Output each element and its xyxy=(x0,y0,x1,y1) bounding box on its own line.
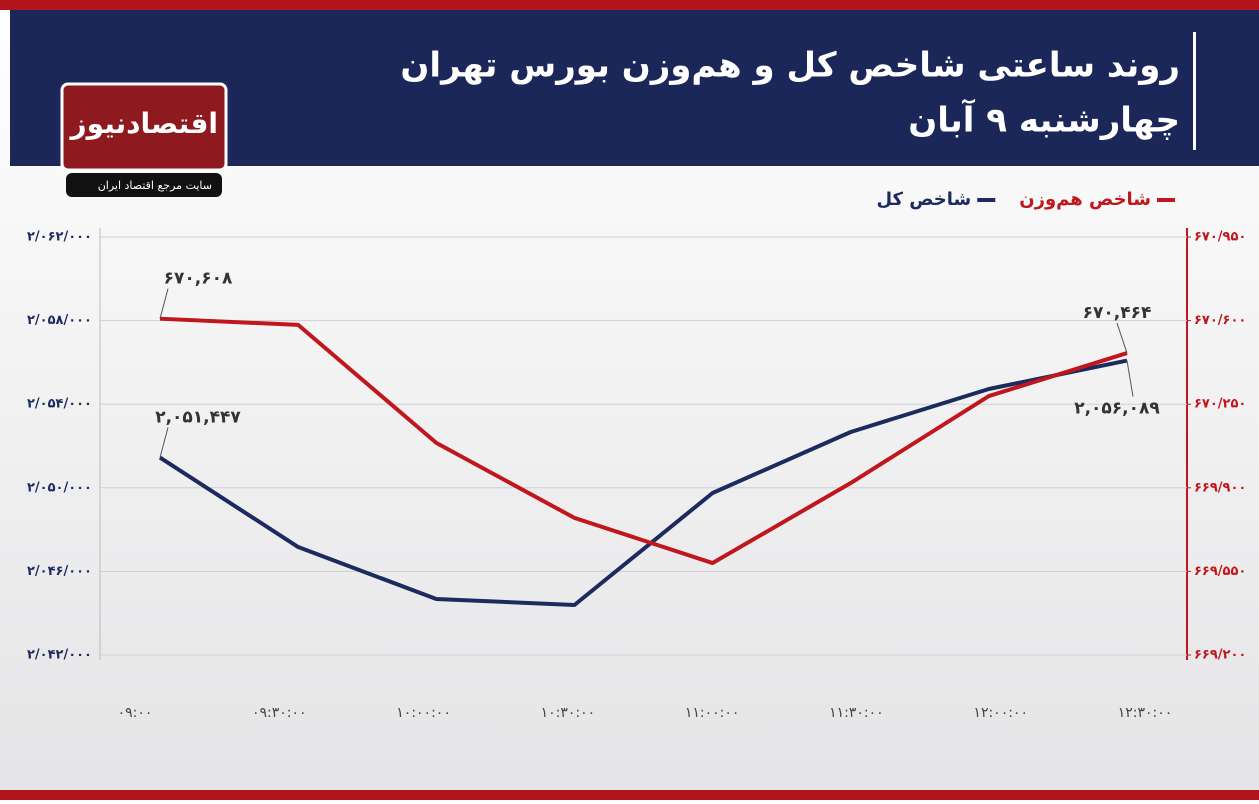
x-tick-label: ۱۱:۳۰:۰۰ xyxy=(829,705,884,721)
chart-subtitle: چهارشنبه ۹ آبان xyxy=(908,99,1180,141)
y2-tick-label: ۶۶۹/۲۰۰ xyxy=(1194,648,1246,663)
y2-tick-label: ۶۷۰/۶۰۰ xyxy=(1194,313,1246,328)
y-tick-label: ۲/۰۵۰/۰۰۰ xyxy=(27,480,92,495)
legend-label: شاخص هم‌وزن xyxy=(1019,189,1151,210)
y2-tick-label: ۶۶۹/۵۵۰ xyxy=(1194,564,1246,579)
bottom-strip xyxy=(0,790,1259,800)
y2-tick-label: ۶۶۹/۹۰۰ xyxy=(1194,480,1246,495)
label-leader xyxy=(159,288,169,319)
y-tick-label: ۲/۰۴۶/۰۰۰ xyxy=(27,564,92,579)
header-rule xyxy=(1193,32,1196,150)
value-label: ۲,۰۵۱,۴۴۷ xyxy=(155,408,241,428)
logo-tag-box xyxy=(66,173,222,197)
value-label: ۲,۰۵۶,۰۸۹ xyxy=(1074,399,1160,419)
y2-tick-label: ۶۷۰/۹۵۰ xyxy=(1194,230,1246,245)
x-tick-label: ۱۰:۳۰:۰۰ xyxy=(541,705,596,721)
label-leader xyxy=(159,427,169,458)
x-tick-label: ۰۹:۰۰ xyxy=(118,705,153,721)
series-line xyxy=(158,358,1128,608)
x-tick-label: ۰۹:۳۰:۰۰ xyxy=(252,705,307,721)
x-tick-label: ۱۱:۰۰:۰۰ xyxy=(685,705,740,721)
x-tick-label: ۱۲:۳۰:۰۰ xyxy=(1118,705,1173,721)
logo-tagline: سایت مرجع اقتصاد ایران xyxy=(98,179,212,192)
y-tick-label: ۲/۰۴۲/۰۰۰ xyxy=(27,648,92,663)
value-label: ۶۷۰,۴۶۴ xyxy=(1083,303,1152,323)
series-line xyxy=(159,316,1128,566)
label-leader xyxy=(1126,360,1134,397)
chart-title: روند ساعتی شاخص کل و هم‌وزن بورس تهران xyxy=(400,46,1180,86)
legend-label: شاخص کل xyxy=(876,189,971,210)
logo-box xyxy=(60,82,228,172)
value-label: ۶۷۰,۶۰۸ xyxy=(164,269,233,289)
label-leader xyxy=(1116,322,1128,354)
y-tick-label: ۲/۰۵۸/۰۰۰ xyxy=(27,313,92,328)
top-strip xyxy=(0,0,1259,10)
logo-name: اقتصادنیوز xyxy=(69,107,218,140)
y-tick-label: ۲/۰۵۴/۰۰۰ xyxy=(27,397,92,412)
x-tick-label: ۱۲:۰۰:۰۰ xyxy=(973,705,1028,721)
y2-tick-label: ۶۷۰/۲۵۰ xyxy=(1194,397,1246,412)
y-tick-label: ۲/۰۶۲/۰۰۰ xyxy=(27,230,92,245)
x-tick-label: ۱۰:۰۰:۰۰ xyxy=(396,705,451,721)
